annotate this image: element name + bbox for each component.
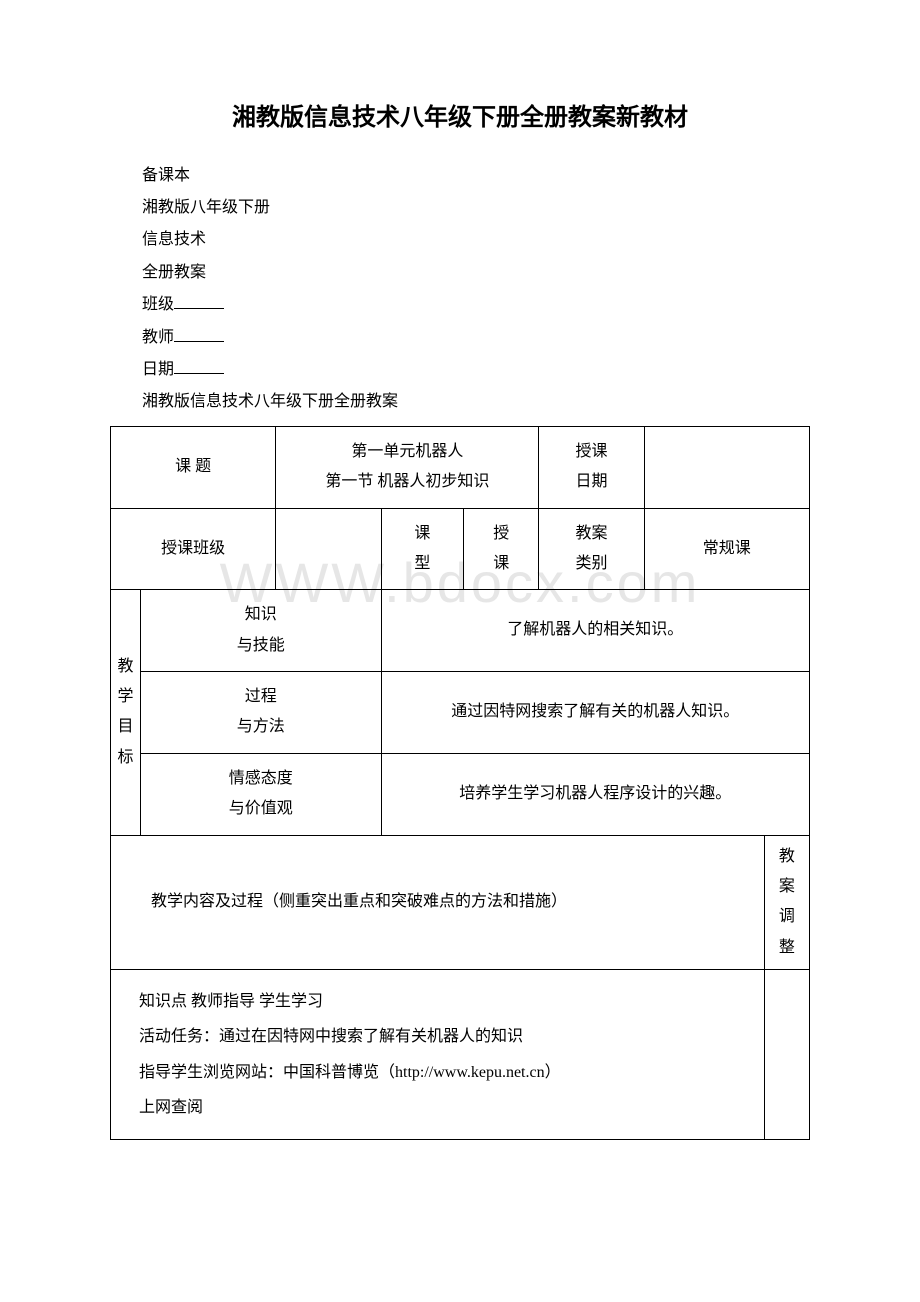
- teach-date-label: 授课 日期: [539, 426, 644, 508]
- label-line: 过程: [149, 682, 373, 712]
- label-line: 与方法: [149, 712, 373, 742]
- section-title: 第一节 机器人初步知识: [284, 467, 530, 497]
- attitude-label: 情感态度 与价值观: [141, 753, 382, 835]
- label-line: 情感态度: [149, 764, 373, 794]
- intro-line: 日期: [110, 355, 810, 385]
- label-line: 与技能: [149, 631, 373, 661]
- table-row: 知识点 教师指导 学生学习 活动任务：通过在因特网中搜索了解有关机器人的知识 指…: [111, 970, 810, 1140]
- teaching-content: 知识点 教师指导 学生学习 活动任务：通过在因特网中搜索了解有关机器人的知识 指…: [111, 970, 765, 1140]
- table-row: 教学内容及过程（侧重突出重点和突破难点的方法和措施） 教案调整: [111, 835, 810, 970]
- lesson-plan-table: 课 题 第一单元机器人 第一节 机器人初步知识 授课 日期 授课班级 课型 授课…: [110, 426, 810, 1140]
- label-line: 教案: [547, 519, 635, 549]
- objectives-side-label: 教学目标: [111, 590, 141, 835]
- plan-type-value: 常规课: [644, 508, 809, 590]
- blank-line: [174, 293, 224, 309]
- process-content: 通过因特网搜索了解有关的机器人知识。: [381, 672, 809, 754]
- adjustment-label: 教案调整: [764, 835, 809, 970]
- blank-line: [174, 358, 224, 374]
- topic-content: 第一单元机器人 第一节 机器人初步知识: [276, 426, 539, 508]
- label-line: 与价值观: [149, 794, 373, 824]
- process-label: 过程 与方法: [141, 672, 382, 754]
- label-line: 授课: [547, 437, 635, 467]
- intro-line: 备课本: [110, 161, 810, 191]
- teach-label: 授课: [464, 508, 539, 590]
- table-row: 教学目标 知识 与技能 了解机器人的相关知识。: [111, 590, 810, 672]
- teach-date-value: [644, 426, 809, 508]
- date-label: 日期: [142, 361, 174, 378]
- intro-line: 全册教案: [110, 258, 810, 288]
- class-label: 授课班级: [111, 508, 276, 590]
- intro-line: 湘教版八年级下册: [110, 193, 810, 223]
- page-title: 湘教版信息技术八年级下册全册教案新教材: [110, 95, 810, 141]
- topic-label: 课 题: [111, 426, 276, 508]
- table-row: 过程 与方法 通过因特网搜索了解有关的机器人知识。: [111, 672, 810, 754]
- knowledge-content: 了解机器人的相关知识。: [381, 590, 809, 672]
- class-value: [276, 508, 381, 590]
- content-line: 指导学生浏览网站：中国科普博览（http://www.kepu.net.cn）: [139, 1055, 756, 1090]
- label-line: 类别: [547, 549, 635, 579]
- table-row: 课 题 第一单元机器人 第一节 机器人初步知识 授课 日期: [111, 426, 810, 508]
- adjustment-value: [764, 970, 809, 1140]
- intro-line: 湘教版信息技术八年级下册全册教案: [110, 387, 810, 417]
- knowledge-label: 知识 与技能: [141, 590, 382, 672]
- unit-title: 第一单元机器人: [284, 437, 530, 467]
- type-label: 课型: [381, 508, 464, 590]
- class-label: 班级: [142, 296, 174, 313]
- document-content: 湘教版信息技术八年级下册全册教案新教材 备课本 湘教版八年级下册 信息技术 全册…: [110, 95, 810, 1140]
- teacher-label: 教师: [142, 329, 174, 346]
- table-row: 授课班级 课型 授课 教案 类别 常规课: [111, 508, 810, 590]
- intro-line: 班级: [110, 290, 810, 320]
- blank-line: [174, 326, 224, 342]
- label-line: 日期: [547, 467, 635, 497]
- intro-line: 信息技术: [110, 225, 810, 255]
- teaching-process-label: 教学内容及过程（侧重突出重点和突破难点的方法和措施）: [111, 835, 765, 970]
- attitude-content: 培养学生学习机器人程序设计的兴趣。: [381, 753, 809, 835]
- label-line: 知识: [149, 600, 373, 630]
- table-row: 情感态度 与价值观 培养学生学习机器人程序设计的兴趣。: [111, 753, 810, 835]
- plan-type-label: 教案 类别: [539, 508, 644, 590]
- intro-line: 教师: [110, 323, 810, 353]
- content-line: 活动任务：通过在因特网中搜索了解有关机器人的知识: [139, 1019, 756, 1054]
- content-line: 上网查阅: [139, 1090, 756, 1125]
- content-line: 知识点 教师指导 学生学习: [139, 984, 756, 1019]
